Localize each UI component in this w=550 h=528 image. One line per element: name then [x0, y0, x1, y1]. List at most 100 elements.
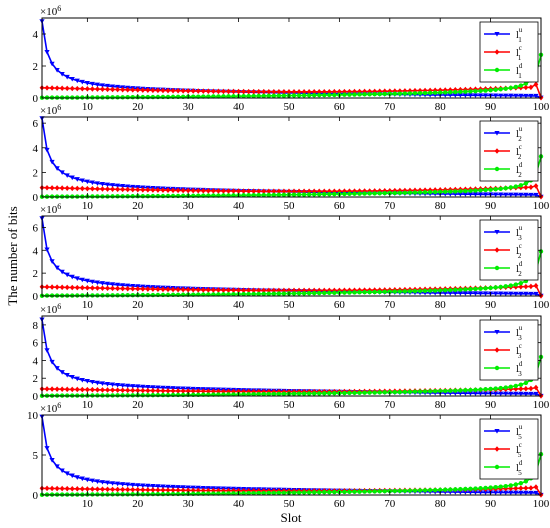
data-point [427, 288, 433, 293]
data-point [392, 488, 398, 494]
data-point [226, 188, 231, 194]
series-lu-panel-1 [39, 19, 544, 101]
y-tick-label: 0 [33, 192, 39, 204]
data-point [104, 480, 111, 486]
y-scale-exponent: ×106 [40, 202, 61, 216]
data-point [130, 486, 136, 493]
data-point [200, 187, 206, 194]
data-point [483, 88, 488, 93]
x-tick-label: 60 [334, 399, 346, 411]
data-point [448, 487, 453, 492]
data-point [160, 193, 166, 199]
data-point [74, 177, 80, 182]
data-point [105, 387, 110, 393]
data-point [271, 490, 277, 496]
data-point [165, 392, 171, 398]
data-point [407, 389, 413, 395]
data-point [402, 91, 408, 96]
data-point [518, 83, 524, 88]
y-scale-exponent: ×106 [40, 4, 61, 18]
data-point [322, 192, 327, 197]
y-tick-label: 2 [33, 268, 39, 280]
data-point [513, 184, 518, 189]
data-point [473, 486, 478, 491]
data-point [457, 93, 463, 98]
data-point [210, 188, 216, 194]
data-point [150, 487, 156, 493]
data-point [352, 191, 357, 196]
x-tick-label: 60 [334, 299, 346, 311]
data-point [125, 86, 131, 93]
data-point [528, 84, 534, 91]
data-point [412, 288, 418, 294]
data-point [221, 94, 226, 99]
data-point [165, 87, 171, 94]
data-point [301, 192, 307, 197]
data-point [488, 87, 493, 93]
data-point [95, 95, 100, 100]
data-point [382, 191, 387, 196]
x-tick-label: 20 [132, 299, 144, 311]
data-point [513, 192, 519, 198]
data-point [251, 93, 256, 99]
data-point [271, 93, 277, 98]
data-point [185, 88, 191, 94]
data-point [463, 188, 468, 194]
data-point [110, 387, 115, 393]
data-point [427, 189, 433, 195]
legend: lu 5lc 5ld 5 [479, 418, 539, 480]
data-point [493, 93, 499, 99]
data-point [453, 388, 458, 393]
series-lu-panel-3 [39, 216, 544, 299]
data-point [472, 391, 479, 396]
data-point [90, 285, 95, 291]
data-point [311, 93, 317, 98]
data-point [221, 188, 226, 194]
data-point [508, 283, 513, 288]
data-point [170, 286, 176, 293]
data-point [145, 187, 151, 193]
data-point [281, 192, 287, 197]
data-point [180, 187, 186, 194]
data-point [160, 87, 166, 94]
data-point [150, 187, 156, 193]
data-point [327, 92, 332, 98]
data-point [175, 487, 181, 494]
data-point [95, 492, 100, 497]
data-point [367, 191, 372, 196]
data-point [99, 281, 106, 286]
data-point [513, 391, 519, 397]
data-point [135, 87, 141, 93]
data-point [261, 88, 267, 95]
data-point [94, 479, 101, 484]
data-point [185, 487, 191, 494]
data-point [130, 87, 136, 93]
data-point [377, 191, 382, 196]
data-point [332, 191, 337, 197]
data-point [90, 293, 95, 298]
data-point [241, 93, 246, 99]
data-point [528, 283, 534, 290]
data-point [120, 492, 125, 497]
x-tick-label: 30 [183, 200, 195, 212]
data-point [443, 288, 448, 293]
data-point [226, 88, 231, 95]
data-point [493, 291, 499, 297]
y-tick-label: 8 [33, 320, 39, 332]
data-point [44, 247, 50, 253]
data-point [503, 483, 508, 489]
data-point [266, 291, 272, 296]
data-point [110, 393, 115, 398]
data-point [155, 193, 161, 199]
data-point [256, 391, 261, 397]
data-point [44, 446, 50, 451]
data-point [533, 484, 539, 490]
data-point [251, 490, 256, 496]
data-point [443, 189, 448, 194]
series-line [41, 184, 542, 198]
data-point [498, 186, 503, 191]
data-point [523, 291, 529, 297]
data-point [306, 192, 312, 197]
data-point [95, 393, 100, 398]
data-point [432, 189, 438, 195]
